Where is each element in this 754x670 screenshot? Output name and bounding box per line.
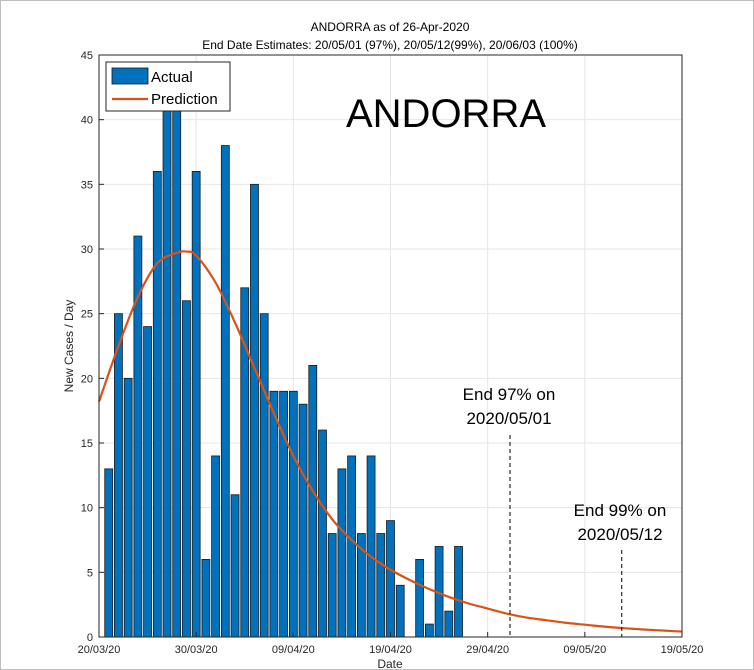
y-tick-label: 20 [81,373,93,385]
y-tick-label: 35 [81,179,93,191]
annotation-97-line2: 2020/05/01 [466,409,551,428]
bar [191,170,201,638]
x-tick-label: 30/03/20 [175,644,218,656]
bar [152,170,162,638]
annotation-99-line2: 2020/05/12 [577,525,662,544]
bar [104,468,114,638]
bar [220,145,230,638]
bar [162,80,172,638]
y-tick-label: 10 [81,503,93,515]
annotation-97: End 97% on 2020/05/01 [463,385,556,428]
legend-prediction-label: Prediction [151,91,218,108]
annotation-99: End 99% on 2020/05/12 [574,501,667,544]
bar [298,403,308,638]
bar [259,313,269,638]
bar [424,623,434,638]
y-tick-label: 0 [87,632,93,644]
bar [269,390,279,638]
bar-series [104,80,463,638]
x-tick-label: 20/03/20 [78,644,121,656]
bar [201,559,211,638]
bar [347,455,357,638]
y-tick-label: 30 [81,244,93,256]
bar [288,390,298,638]
bar [250,183,259,638]
legend-actual-swatch [111,67,149,85]
x-tick-label: 19/05/20 [661,644,704,656]
annotation-99-line1: End 99% on [574,501,667,520]
x-axis-ticks: 20/03/20 30/03/20 09/04/20 19/04/20 29/04/20… [78,632,704,656]
bar [123,377,133,638]
y-tick-label: 40 [81,115,93,127]
y-tick-label: 45 [81,50,93,62]
country-label: ANDORRA [346,92,546,136]
bar [172,106,182,638]
chart-subtitle: End Date Estimates: 20/05/01 (97%), 20/0… [202,38,578,52]
x-tick-label: 19/04/20 [369,644,412,656]
y-axis-label: New Cases / Day [62,300,76,393]
bar [366,455,376,638]
legend-actual-label: Actual [151,69,193,86]
bar [395,584,405,638]
bar [444,610,454,638]
bar [308,364,318,638]
prediction-line [97,250,683,633]
chart-title: ANDORRA as of 26-Apr-2020 [311,20,470,34]
bar [386,520,395,638]
bar [182,300,191,638]
x-tick-label: 09/05/20 [563,644,606,656]
y-tick-label: 25 [81,309,93,321]
bar [211,455,220,638]
bar [337,468,347,638]
x-tick-label: 29/04/20 [466,644,509,656]
bar [318,429,327,638]
end-date-markers [509,435,623,637]
bar [327,533,337,638]
legend: Actual Prediction [105,61,231,112]
y-tick-label: 15 [81,438,93,450]
y-axis-ticks: 0 5 10 15 20 25 30 35 40 45 [81,50,104,644]
bar [415,559,425,638]
plot-area: 0 5 10 15 20 25 30 35 40 45 20/03/20 30/03/20 09/04… [78,50,704,656]
x-axis-label: Date [377,657,403,670]
y-tick-label: 5 [87,567,93,579]
bar [454,546,463,638]
bar [230,494,240,638]
annotation-97-line1: End 97% on [463,385,556,404]
x-tick-label: 09/04/20 [272,644,315,656]
bar [114,313,123,638]
bar [143,326,152,638]
bar [376,533,386,638]
